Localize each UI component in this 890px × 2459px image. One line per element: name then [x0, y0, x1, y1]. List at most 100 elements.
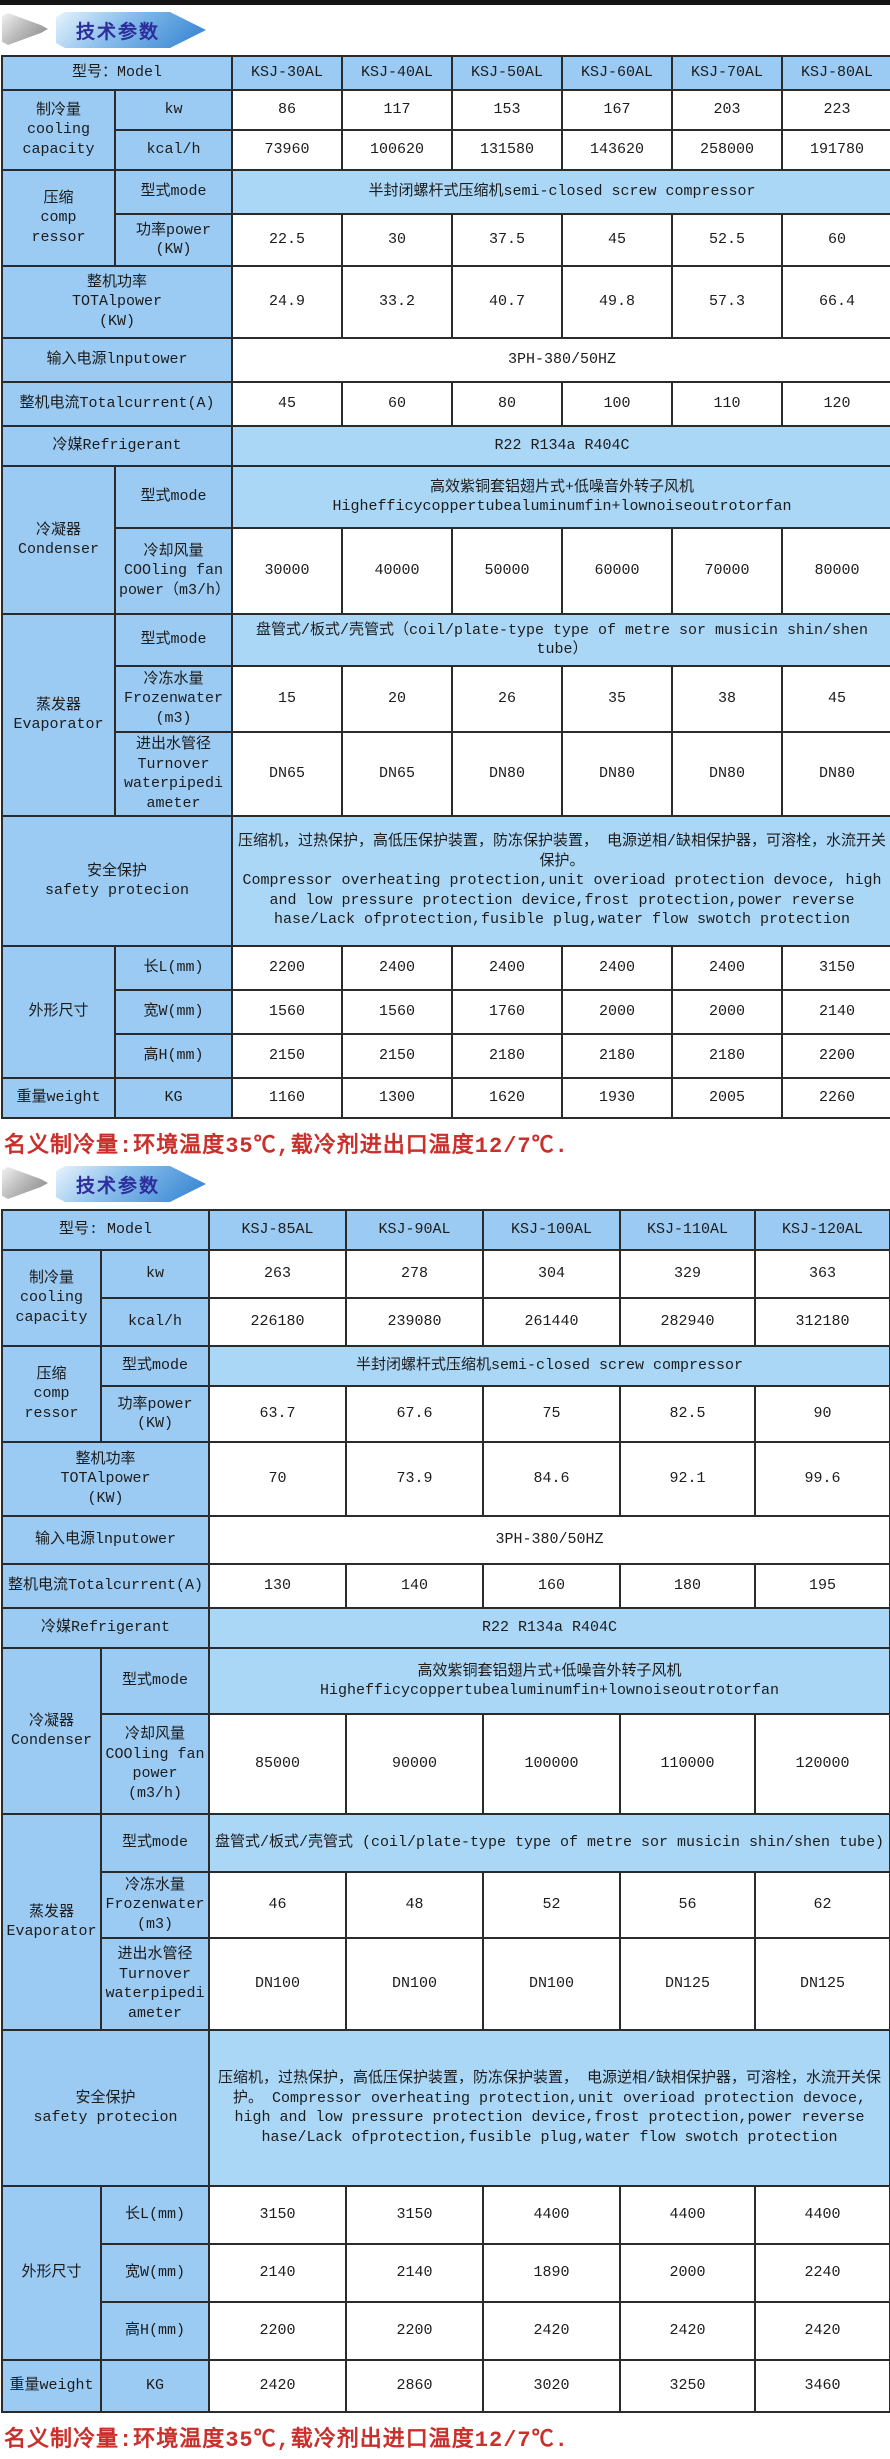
spec-label-cell: 型号：Model [0, 55, 234, 91]
spec-label-cell: 进出水管径 Turnover waterpipedi ameter [113, 731, 234, 817]
banner-cone-icon [2, 1167, 48, 1199]
spec-label-cell: 外形尺寸 [1, 2185, 102, 2361]
spec-value-cell: 278 [345, 1249, 485, 1299]
table-row: 宽W(mm) 1560 1560 1760 2000 2000 2140 [2, 989, 890, 1035]
spec-label-cell: KSJ-40AL [341, 55, 454, 91]
spec-label-cell: kw [99, 1249, 211, 1299]
spec-value-cell: 3150 [781, 945, 890, 991]
table-row: 宽W(mm) 2140 2140 1890 2000 2240 [2, 2243, 890, 2303]
table-row: 冷却风量 COOling fan power (m3/h) 85000 90000 1… [2, 1713, 890, 1815]
spec-value-cell: 63.7 [208, 1385, 348, 1443]
table-row: 冷媒Refrigerant R22 R134a R404C [0, 1607, 890, 1649]
spec-value-cell: DN100 [345, 1937, 485, 2031]
spec-value-cell: 167 [561, 89, 674, 131]
spec-value-cell: 2140 [208, 2243, 348, 2303]
spec-value-cell: 52 [482, 1871, 622, 1939]
spec-value-cell: 99.6 [754, 1441, 890, 1517]
spec-value-cell: 60000 [561, 527, 674, 615]
spec-label-cell: 进出水管径 Turnover waterpipedi ameter [99, 1937, 211, 2031]
spec-value-cell: 86 [231, 89, 344, 131]
spec-value-cell: 195 [754, 1563, 890, 1609]
table-row: 蒸发器 Evaporator 型式mode 盘管式/板式/壳管式 (coil/pla… [1, 1813, 890, 2031]
banner-arrow-shape: 技术参数 [56, 12, 206, 48]
spec-value-cell: 226180 [208, 1297, 348, 1347]
spec-value-cell: 2150 [341, 1033, 454, 1079]
spec-value-cell: DN100 [208, 1937, 348, 2031]
spec-value-cell: 100000 [482, 1713, 622, 1815]
spec-value-cell: 盘管式/板式/壳管式（coil/plate-type type of metre… [231, 613, 890, 667]
spec-label-cell: 型式mode [113, 613, 234, 667]
spec-value-cell: 329 [619, 1249, 757, 1299]
spec-label-cell: KG [99, 2359, 211, 2413]
table-row: 蒸发器 Evaporator 型式mode 盘管式/板式/壳管式（coil/plat… [1, 613, 890, 817]
spec-label-cell: 蒸发器 Evaporator [1, 613, 116, 817]
table-row: 整机电流Totalcurrent(A) 45 60 80 100 110 120 [0, 381, 890, 427]
spec-value-cell: 45 [561, 213, 674, 267]
tech-params-banner-2: 技术参数 [0, 1165, 890, 1205]
spec-table-ksj-85-120: 型号: Model KSJ-85AL KSJ-90AL KSJ-100AL KSJ-11… [0, 1209, 890, 2413]
spec-value-cell: 263 [208, 1249, 348, 1299]
spec-value-cell: 1760 [451, 989, 564, 1035]
spec-value-cell: 57.3 [671, 265, 784, 339]
table-row: 功率power (KW) 63.7 67.6 75 82.5 90 [2, 1385, 890, 1443]
spec-value-cell: 80000 [781, 527, 890, 615]
spec-value-cell: 70 [208, 1441, 348, 1517]
table-row: 冷冻水量 Frozenwater (m3) 15 20 26 35 38 45 [2, 665, 890, 733]
spec-label-cell: 制冷量 cooling capacity [1, 89, 116, 171]
spec-value-cell: 2260 [781, 1077, 890, 1119]
spec-label-cell: 型式mode [113, 169, 234, 215]
tech-params-banner-1: 技术参数 [0, 11, 890, 51]
spec-label-cell: 输入电源lnputower [0, 337, 234, 383]
table-row: 整机功率 TOTAlpower (KW) 70 73.9 84.6 92.1 99.6 [0, 1441, 890, 1517]
spec-value-cell: 压缩机，过热保护，高低压保护装置，防冻保护装置， 电源逆相/缺相保护器，可溶栓，… [231, 815, 890, 947]
table-row: 高H(mm) 2150 2150 2180 2180 2180 2200 [2, 1033, 890, 1079]
spec-label-cell: KSJ-85AL [208, 1209, 348, 1251]
spec-value-cell: 140 [345, 1563, 485, 1609]
spec-value-cell: 26 [451, 665, 564, 733]
spec-value-cell: 3150 [208, 2185, 348, 2245]
spec-value-cell: 100620 [341, 129, 454, 171]
table-row: 外形尺寸 长L(mm) 2200 2400 2400 2400 2400 3150 [1, 945, 890, 1079]
spec-value-cell: 2420 [208, 2359, 348, 2413]
spec-value-cell: 92.1 [619, 1441, 757, 1517]
spec-label-cell: 冷媒Refrigerant [0, 425, 234, 467]
spec-value-cell: 15 [231, 665, 344, 733]
spec-value-cell: 46 [208, 1871, 348, 1939]
spec-label-cell: KG [113, 1077, 234, 1119]
banner-cone-icon [2, 13, 48, 45]
spec-value-cell: DN125 [754, 1937, 890, 2031]
table-row: 冷媒Refrigerant R22 R134a R404C [0, 425, 890, 467]
spec-value-cell: 2150 [231, 1033, 344, 1079]
spec-value-cell: 高效紫铜套铝翅片式+低噪音外转子风机 Highefficycoppertubea… [208, 1647, 890, 1715]
spec-value-cell: 304 [482, 1249, 622, 1299]
spec-value-cell: 2400 [341, 945, 454, 991]
nominal-cooling-note-1: 名义制冷量:环境温度35℃,载冷剂进出口温度12/7℃. [4, 1134, 569, 1159]
spec-label-cell: 重量weight [1, 2359, 102, 2413]
spec-value-cell: 143620 [561, 129, 674, 171]
spec-value-cell: 363 [754, 1249, 890, 1299]
spec-label-cell: kcal/h [113, 129, 234, 171]
table-row: 进出水管径 Turnover waterpipedi ameter DN65 DN6… [2, 731, 890, 817]
table-row: 输入电源lnputower 3PH-380/50HZ [0, 337, 890, 383]
spec-value-cell: 75 [482, 1385, 622, 1443]
spec-value-cell: 85000 [208, 1713, 348, 1815]
banner-title: 技术参数 [75, 21, 160, 44]
spec-value-cell: 1890 [482, 2243, 622, 2303]
table-row: 安全保护 safety protecion 压缩机，过热保护，高低压保护装置，防冻… [0, 815, 890, 947]
spec-value-cell: DN100 [482, 1937, 622, 2031]
spec-value-cell: 2180 [561, 1033, 674, 1079]
spec-value-cell: 312180 [754, 1297, 890, 1347]
table-row: 安全保护 safety protecion 压缩机，过热保护，高低压保护装置，防冻… [0, 2029, 890, 2187]
banner-title: 技术参数 [75, 1175, 160, 1198]
spec-value-cell: 2005 [671, 1077, 784, 1119]
spec-value-cell: 半封闭螺杆式压缩机semi-closed screw compressor [231, 169, 890, 215]
spec-value-cell: 2180 [671, 1033, 784, 1079]
spec-value-cell: 130 [208, 1563, 348, 1609]
spec-value-cell: 3PH-380/50HZ [231, 337, 890, 383]
spec-label-cell: KSJ-110AL [619, 1209, 757, 1251]
spec-label-cell: 冷媒Refrigerant [0, 1607, 211, 1649]
spec-value-cell: 3150 [345, 2185, 485, 2245]
table-row: 外形尺寸 长L(mm) 3150 3150 4400 4400 4400 [1, 2185, 890, 2361]
spec-label-cell: 型式mode [99, 1647, 211, 1715]
spec-value-cell: DN80 [561, 731, 674, 817]
